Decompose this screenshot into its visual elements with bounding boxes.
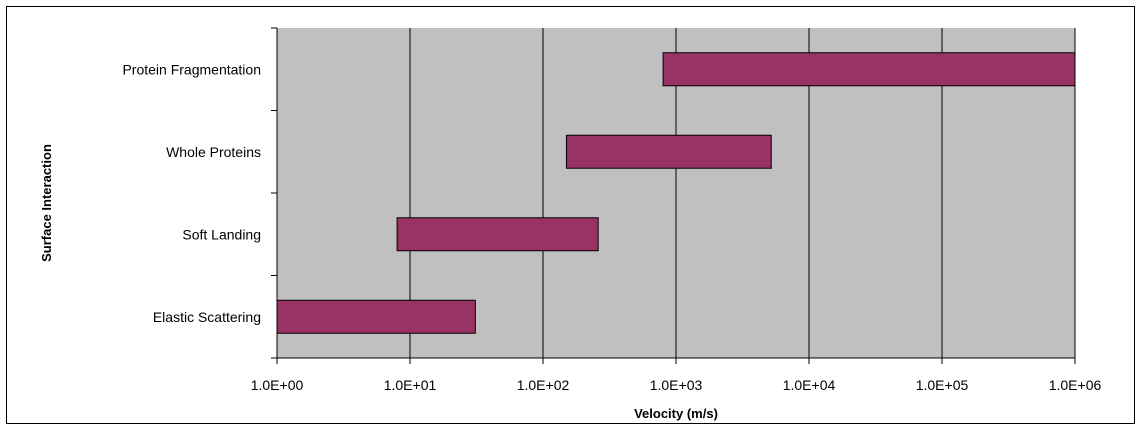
y-category-labels: Elastic Scattering Soft Landing Whole Prot… [122, 61, 261, 325]
y-category-label: Whole Proteins [166, 144, 261, 160]
range-bar [396, 217, 599, 252]
x-tick-label: 1.0E+00 [251, 377, 304, 393]
range-bar [276, 299, 476, 334]
range-bar [662, 52, 1076, 87]
x-tick-label: 1.0E+03 [650, 377, 703, 393]
range-bars [276, 52, 1076, 334]
x-tick-labels: 1.0E+00 1.0E+01 1.0E+02 1.0E+03 1.0E+04 1.0E+… [251, 377, 1102, 393]
x-tick-label: 1.0E+06 [1049, 377, 1102, 393]
y-category-label: Elastic Scattering [153, 309, 261, 325]
y-category-label: Soft Landing [182, 226, 261, 242]
chart-frame: 1.0E+00 1.0E+01 1.0E+02 1.0E+03 1.0E+04 1.0E+… [6, 6, 1135, 424]
y-axis-label: Surface Interaction [39, 144, 54, 262]
x-axis-label: Velocity (m/s) [634, 406, 718, 421]
x-tick-label: 1.0E+05 [916, 377, 969, 393]
y-category-label: Protein Fragmentation [122, 61, 261, 77]
axes [271, 27, 1076, 364]
velocity-range-chart: 1.0E+00 1.0E+01 1.0E+02 1.0E+03 1.0E+04 1.0E+… [39, 27, 1102, 421]
x-tick-label: 1.0E+04 [783, 377, 836, 393]
x-tick-label: 1.0E+02 [517, 377, 570, 393]
x-tick-label: 1.0E+01 [384, 377, 437, 393]
range-bar [565, 134, 772, 169]
